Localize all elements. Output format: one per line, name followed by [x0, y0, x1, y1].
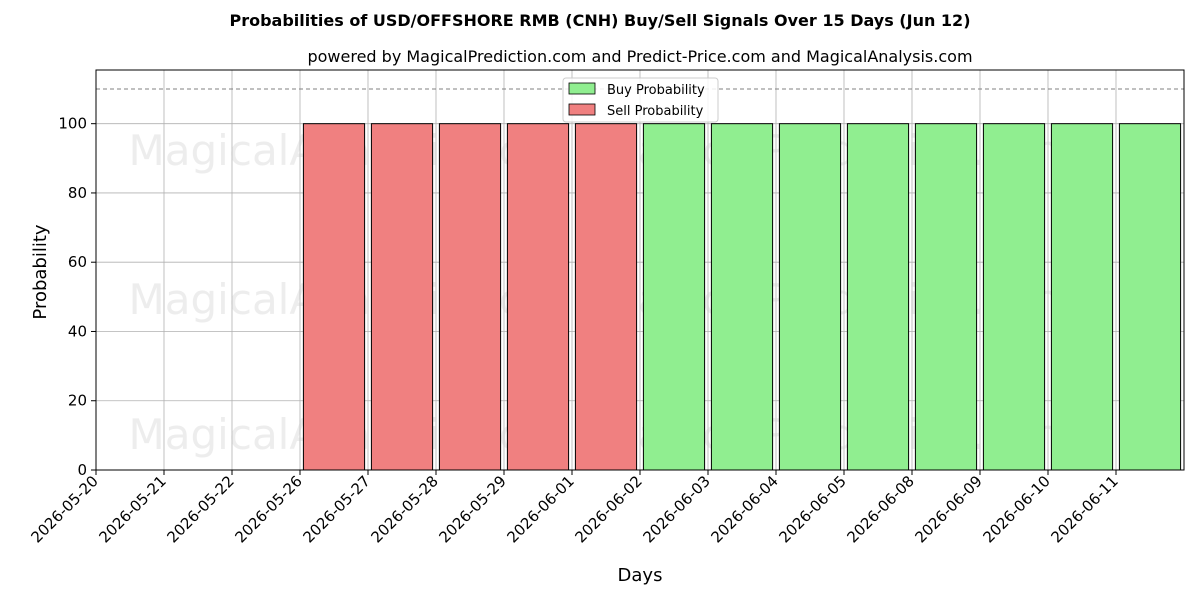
legend-label-buy: Buy Probability — [607, 83, 705, 98]
legend: Buy Probability Sell Probability — [562, 77, 719, 123]
y-tick-label: 20 — [68, 392, 87, 410]
x-axis: 2026-05-202026-05-212026-05-222026-05-26… — [27, 470, 1122, 546]
x-tick-label: 2026-05-21 — [95, 472, 169, 546]
y-tick-label: 80 — [68, 184, 87, 202]
bar-sell — [302, 123, 366, 471]
x-tick-label: 2026-05-20 — [27, 472, 101, 546]
bar-buy — [710, 123, 774, 471]
x-tick-label: 2026-06-03 — [639, 472, 713, 546]
x-tick-label: 2026-06-09 — [911, 472, 985, 546]
x-tick-label: 2026-06-08 — [843, 472, 917, 546]
y-tick-label: 40 — [68, 322, 87, 340]
x-tick-label: 2026-05-26 — [231, 472, 305, 546]
x-tick-label: 2026-05-27 — [299, 472, 373, 546]
x-tick-label: 2026-06-05 — [775, 472, 849, 546]
y-tick-label: 100 — [58, 115, 87, 133]
bar-sell — [506, 123, 570, 471]
legend-swatch-sell — [568, 103, 596, 116]
y-axis-label: Probability — [30, 224, 51, 319]
y-tick-label: 60 — [68, 253, 87, 271]
legend-label-sell: Sell Probability — [607, 104, 704, 119]
legend-swatch-buy — [568, 82, 596, 95]
bar-buy — [846, 123, 910, 471]
x-tick-label: 2026-05-22 — [163, 472, 237, 546]
legend-box — [562, 77, 719, 123]
bar-sell — [438, 123, 502, 471]
bar-buy — [642, 123, 706, 471]
bars — [302, 123, 1182, 471]
bar-buy — [1050, 123, 1114, 471]
x-tick-label: 2026-06-04 — [707, 472, 781, 546]
bar-buy — [982, 123, 1046, 471]
x-tick-label: 2026-05-28 — [367, 472, 441, 546]
bar-sell — [574, 123, 638, 471]
y-tick-label: 0 — [77, 461, 87, 479]
x-tick-label: 2026-06-02 — [571, 472, 645, 546]
x-tick-label: 2026-06-01 — [503, 472, 577, 546]
x-tick-label: 2026-05-29 — [435, 472, 509, 546]
bar-buy — [778, 123, 842, 471]
bar-sell — [370, 123, 434, 471]
y-axis: 0 20 40 60 80 100 — [58, 115, 96, 479]
x-tick-label: 2026-06-11 — [1047, 472, 1121, 546]
bar-buy — [914, 123, 978, 471]
chart-subtitle: powered by MagicalPrediction.com and Pre… — [307, 47, 972, 66]
chart-title: Probabilities of USD/OFFSHORE RMB (CNH) … — [229, 11, 970, 30]
x-tick-label: 2026-06-10 — [979, 472, 1053, 546]
x-axis-label: Days — [618, 565, 663, 586]
bar-buy — [1118, 123, 1182, 471]
